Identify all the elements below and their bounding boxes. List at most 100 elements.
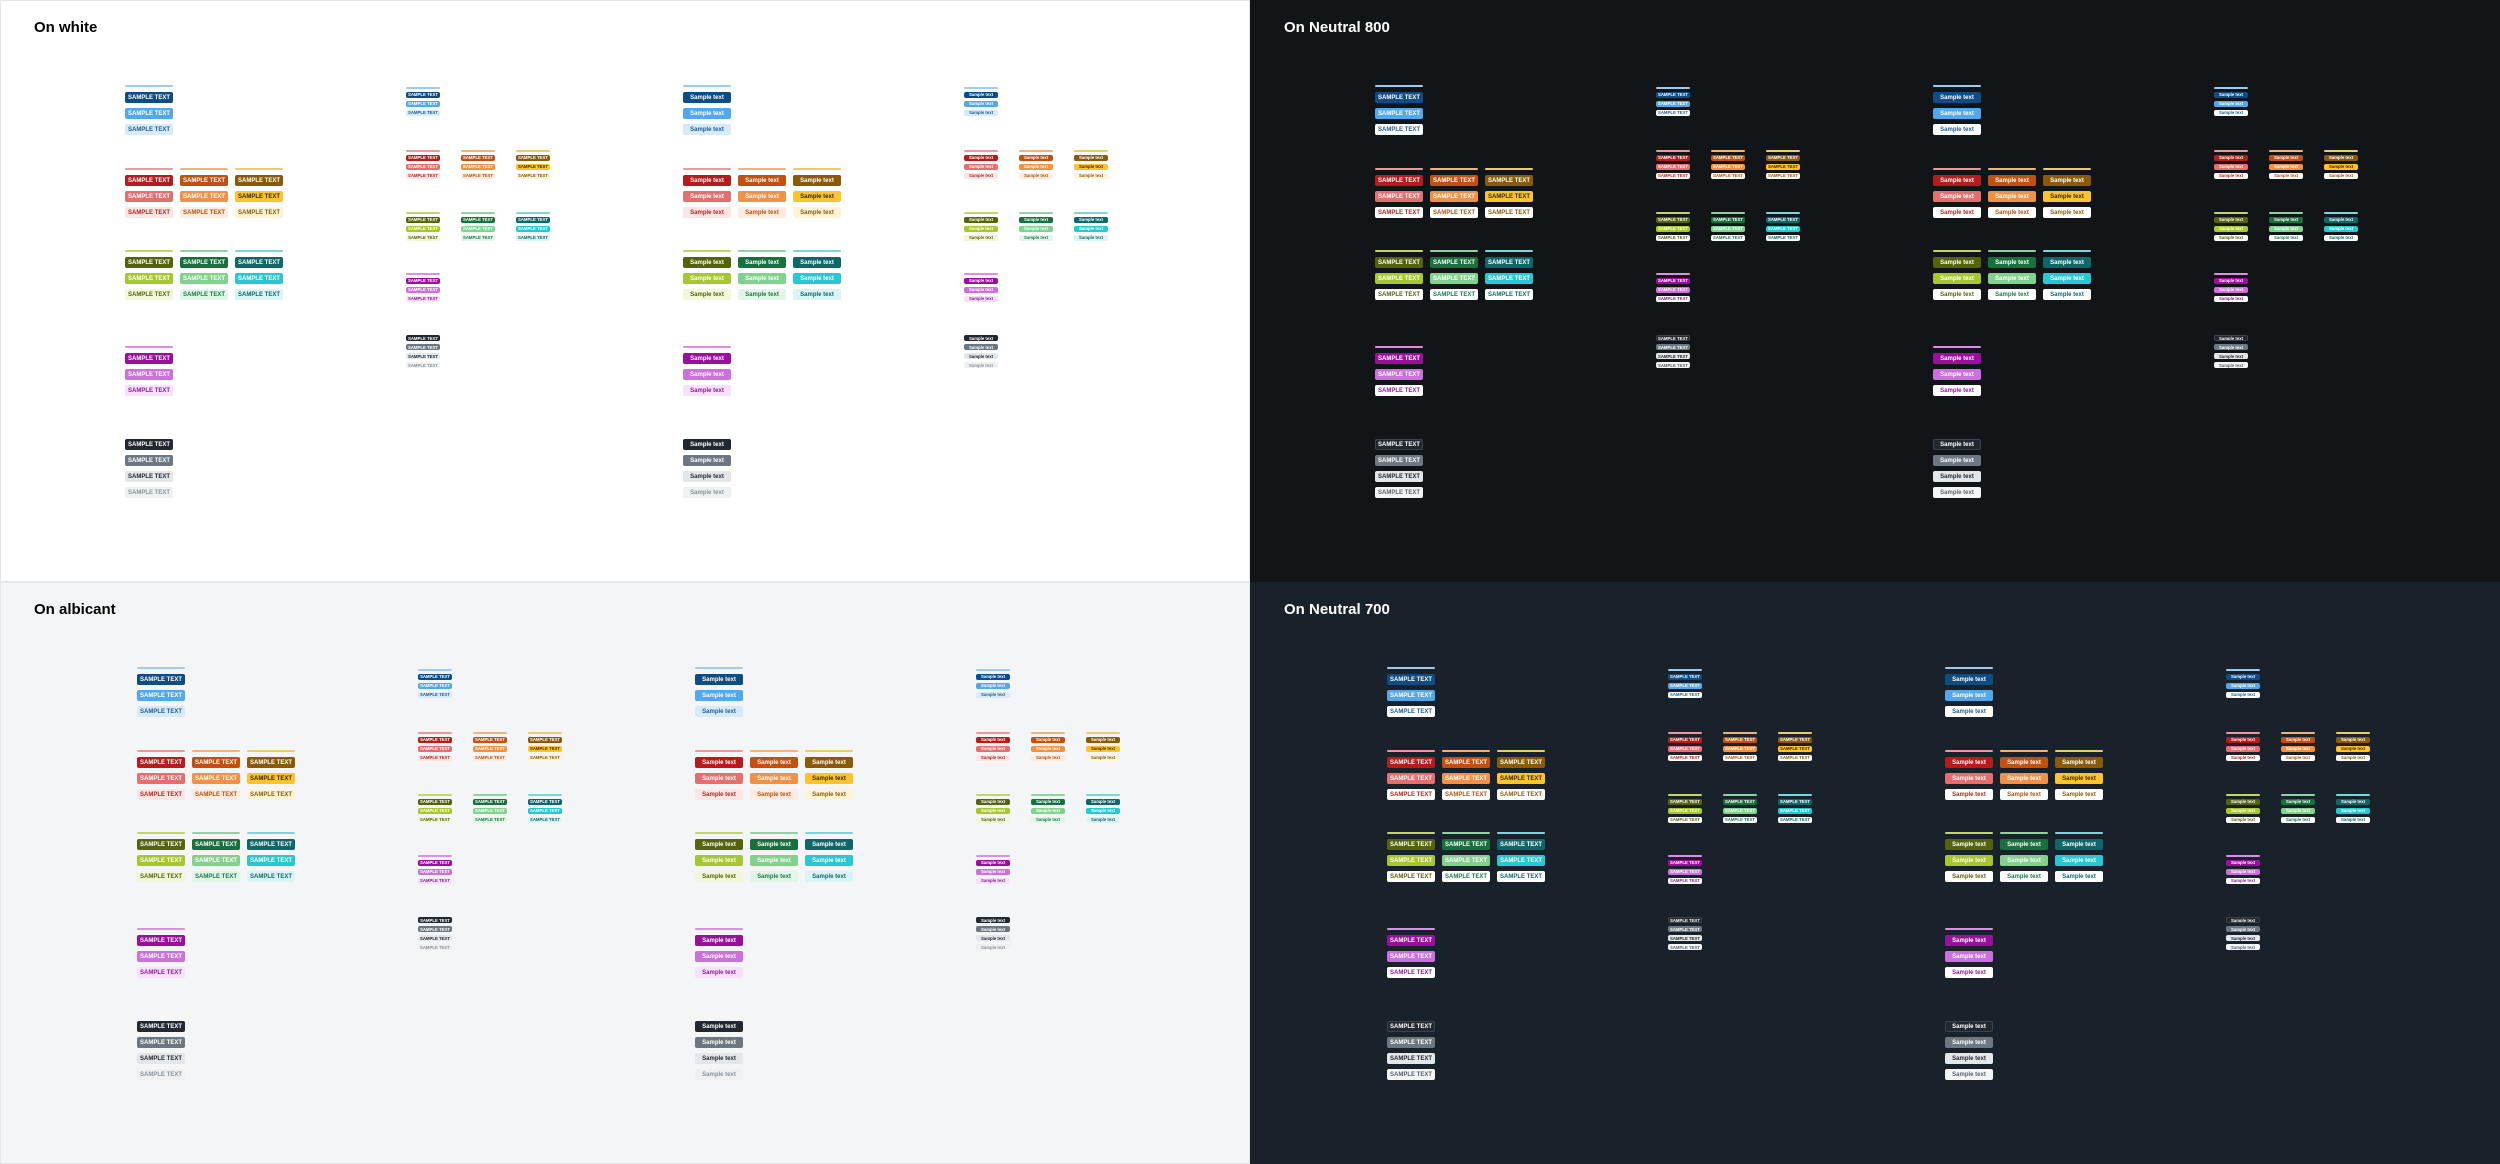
sample-tag: Sample text	[964, 100, 998, 107]
sample-tag: SAMPLE TEXT	[192, 855, 240, 866]
tag-stack-red: Sample text Sample text Sample text	[1945, 750, 1993, 800]
sample-tag: SAMPLE TEXT	[192, 757, 240, 768]
tag-stack-neutral: Sample text Sample text Sample text Sample …	[964, 335, 998, 368]
sample-tag: SAMPLE TEXT	[473, 754, 507, 761]
sample-tag: SAMPLE TEXT	[1387, 951, 1435, 962]
sample-tag: SAMPLE TEXT	[418, 859, 452, 866]
sample-tag: SAMPLE TEXT	[125, 92, 173, 103]
sample-tag: Sample text	[2043, 191, 2091, 202]
sample-tag: SAMPLE TEXT	[1766, 234, 1800, 241]
tag-stack-red: Sample text Sample text Sample text	[1933, 168, 1981, 218]
accent-bar	[2324, 150, 2358, 152]
tag-stack-magenta: Sample text Sample text Sample text	[683, 346, 731, 396]
sample-tag: SAMPLE TEXT	[137, 871, 185, 882]
sample-tag: Sample text	[2055, 839, 2103, 850]
sample-tag: Sample text	[1988, 207, 2036, 218]
accent-bar	[1988, 168, 2036, 170]
accent-bar	[1497, 832, 1545, 834]
tag-stack-red: Sample text Sample text Sample text	[695, 750, 743, 800]
accent-bar	[235, 168, 283, 170]
sample-tag: SAMPLE TEXT	[1387, 674, 1435, 685]
sample-tag: Sample text	[695, 967, 743, 978]
sample-tag: SAMPLE TEXT	[1766, 216, 1800, 223]
sample-tag: Sample text	[2226, 917, 2260, 923]
sample-tag: SAMPLE TEXT	[1656, 286, 1690, 293]
sample-tag: SAMPLE TEXT	[137, 690, 185, 701]
tag-stack-yellow: Sample text Sample text Sample text	[2324, 150, 2358, 179]
accent-bar	[1945, 750, 1993, 752]
sample-tag: Sample text	[2324, 154, 2358, 161]
sample-tag: SAMPLE TEXT	[418, 877, 452, 884]
sample-tag: SAMPLE TEXT	[516, 216, 550, 223]
sample-tag: SAMPLE TEXT	[125, 487, 173, 498]
accent-bar	[125, 85, 173, 87]
sample-tag: Sample text	[2269, 234, 2303, 241]
sample-tag: SAMPLE TEXT	[1375, 471, 1423, 482]
sample-tag: Sample text	[750, 757, 798, 768]
sample-tag: Sample text	[695, 757, 743, 768]
tag-stack-teal: SAMPLE TEXT SAMPLE TEXT SAMPLE TEXT	[247, 832, 295, 882]
tag-stack-olive: Sample text Sample text Sample text	[683, 250, 731, 300]
sample-tag: Sample text	[976, 935, 1010, 941]
sample-tag: Sample text	[976, 673, 1010, 680]
sample-tag: Sample text	[738, 257, 786, 268]
accent-bar	[528, 794, 562, 796]
sample-tag: Sample text	[964, 163, 998, 170]
accent-bar	[1387, 750, 1435, 752]
sample-tag: Sample text	[2055, 855, 2103, 866]
accent-bar	[2281, 794, 2315, 796]
sample-tag: Sample text	[2226, 745, 2260, 752]
accent-bar	[418, 669, 452, 671]
accent-bar	[1656, 87, 1690, 89]
tag-stack-orange: Sample text Sample text Sample text	[750, 750, 798, 800]
sample-tag: Sample text	[2324, 163, 2358, 170]
sample-tag: SAMPLE TEXT	[1711, 163, 1745, 170]
accent-bar	[1711, 150, 1745, 152]
tag-stack-magenta: SAMPLE TEXT SAMPLE TEXT SAMPLE TEXT	[137, 928, 185, 978]
sample-tag: Sample text	[695, 839, 743, 850]
tag-stack-green: SAMPLE TEXT SAMPLE TEXT SAMPLE TEXT	[1430, 250, 1478, 300]
sample-tag: Sample text	[1933, 207, 1981, 218]
sample-tag: Sample text	[695, 871, 743, 882]
accent-bar	[1778, 794, 1812, 796]
tag-stack-olive: Sample text Sample text Sample text	[2226, 794, 2260, 823]
tag-stack-orange: SAMPLE TEXT SAMPLE TEXT SAMPLE TEXT	[1723, 732, 1757, 761]
sample-tag: Sample text	[1086, 816, 1120, 823]
sample-tag: Sample text	[738, 289, 786, 300]
sample-tag: Sample text	[2000, 871, 2048, 882]
sample-tag: Sample text	[964, 234, 998, 241]
sample-tag: Sample text	[1086, 754, 1120, 761]
tag-stack-yellow: Sample text Sample text Sample text	[1086, 732, 1120, 761]
sample-tag: Sample text	[976, 691, 1010, 698]
sample-tag: Sample text	[2281, 745, 2315, 752]
sample-tag: Sample text	[964, 353, 998, 359]
sample-tag: Sample text	[1933, 455, 1981, 466]
accent-bar	[683, 346, 731, 348]
sample-tag: SAMPLE TEXT	[180, 257, 228, 268]
sample-tag: SAMPLE TEXT	[1711, 172, 1745, 179]
accent-bar	[1933, 346, 1981, 348]
tag-stack-orange: SAMPLE TEXT SAMPLE TEXT SAMPLE TEXT	[1442, 750, 1490, 800]
accent-bar	[695, 750, 743, 752]
sample-tag: SAMPLE TEXT	[406, 154, 440, 161]
sample-tag: SAMPLE TEXT	[1711, 216, 1745, 223]
sample-tag: Sample text	[1031, 754, 1065, 761]
sample-tag: SAMPLE TEXT	[125, 471, 173, 482]
sample-tag: Sample text	[2281, 736, 2315, 743]
sample-tag: Sample text	[2226, 682, 2260, 689]
tag-stack-olive: Sample text Sample text Sample text	[695, 832, 743, 882]
sample-tag: Sample text	[683, 289, 731, 300]
accent-bar	[180, 168, 228, 170]
sample-tag: Sample text	[1074, 234, 1108, 241]
sample-tag: SAMPLE TEXT	[406, 286, 440, 293]
sample-tag: Sample text	[1933, 273, 1981, 284]
panel-title: On Neutral 800	[1284, 19, 1390, 36]
tag-stack-red: SAMPLE TEXT SAMPLE TEXT SAMPLE TEXT	[1668, 732, 1702, 761]
accent-bar	[1497, 750, 1545, 752]
panel-title: On albicant	[34, 601, 116, 618]
sample-tag: Sample text	[976, 926, 1010, 932]
sample-tag: SAMPLE TEXT	[1497, 757, 1545, 768]
sample-tag: Sample text	[695, 706, 743, 717]
sample-tag: Sample text	[964, 335, 998, 341]
sample-tag: SAMPLE TEXT	[461, 172, 495, 179]
